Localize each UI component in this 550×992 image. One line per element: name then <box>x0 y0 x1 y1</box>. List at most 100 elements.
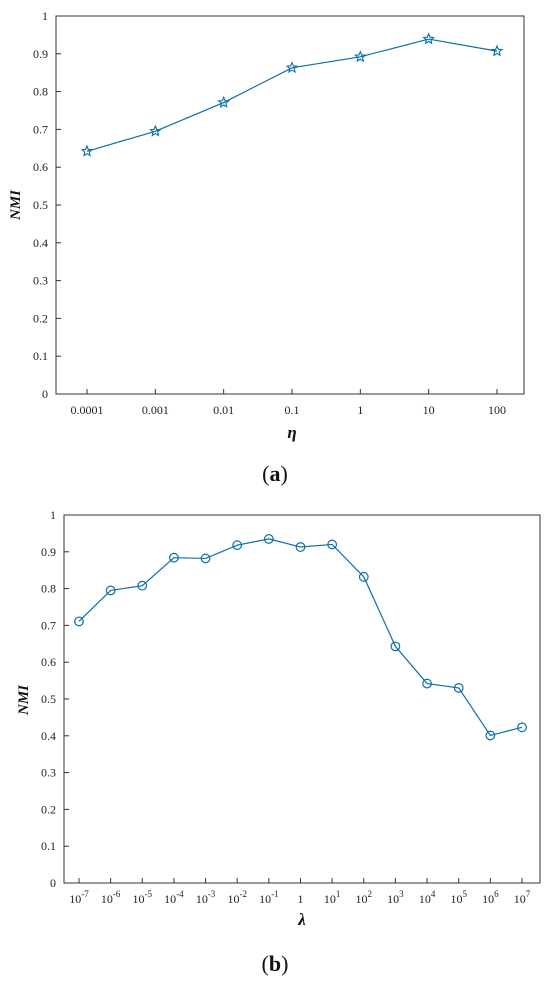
chart-b: 00.10.20.30.40.50.60.70.80.91 10-7 10-6 10… <box>16 508 541 976</box>
x-tick-exponent: 7 <box>526 889 531 899</box>
x-tick-exponent: -7 <box>81 889 89 899</box>
y-axis-a: 0 0.1 0.2 0.3 0.4 0.5 0.6 0.7 0.8 0.9 1 <box>33 9 61 401</box>
x-tick-label: 10-1 <box>259 889 279 906</box>
y-axis-label-a: NMI <box>8 189 24 221</box>
data-point-circle <box>327 539 338 550</box>
x-tick-label: 0.0001 <box>71 403 104 417</box>
y-tick-label: 0.5 <box>33 198 48 212</box>
caption-b-letter: b <box>269 951 281 976</box>
y-tick-label: 0.4 <box>41 729 56 743</box>
y-tick-label: 0.3 <box>33 274 48 288</box>
x-tick-label: 0.01 <box>213 403 234 417</box>
x-tick-label: 0.001 <box>142 403 169 417</box>
data-point-star <box>353 50 367 63</box>
x-tick-label: 101 <box>324 889 341 906</box>
y-axis-label-b: NMI <box>16 684 32 716</box>
series-b <box>74 534 527 741</box>
chart-a: 00.10.20.30.40.50.60.70.80.91 0.0001 0.00… <box>8 9 525 486</box>
data-point-star <box>490 44 504 57</box>
caption-a-close: ) <box>281 461 288 486</box>
y-tick-label: 0.6 <box>41 655 56 669</box>
x-tick-exponent: -6 <box>113 889 121 899</box>
x-tick-exponent: -3 <box>208 889 216 899</box>
x-tick-label: 10 <box>423 403 435 417</box>
data-point-circle <box>263 534 274 544</box>
x-tick-label: 10-4 <box>164 889 184 906</box>
data-point-circle <box>232 540 243 551</box>
x-tick-label: 0.1 <box>285 403 300 417</box>
series-line <box>86 38 498 152</box>
data-point-star <box>285 61 299 74</box>
y-tick-label: 1 <box>42 9 48 23</box>
caption-a-letter: a <box>270 461 281 486</box>
x-tick-label: 103 <box>387 889 404 906</box>
x-tick-base: 10 <box>419 892 431 906</box>
y-tick-label: 0.7 <box>41 618 56 632</box>
x-tick-label: 100 <box>488 403 506 417</box>
x-tick-base: 10 <box>196 892 208 906</box>
y-tick-label: 0.7 <box>33 122 48 136</box>
y-tick-label: 0.9 <box>33 47 48 61</box>
x-tick-exponent: 1 <box>336 889 341 899</box>
x-tick-base: 10 <box>133 892 145 906</box>
data-point-circle <box>517 722 527 733</box>
data-point-star <box>80 144 94 157</box>
x-tick-base: 10 <box>69 892 81 906</box>
y-tick-label: 0.1 <box>33 349 48 363</box>
y-tick-label: 0.3 <box>41 766 56 780</box>
y-tick-label: 0.8 <box>33 85 48 99</box>
x-tick-exponent: -2 <box>239 889 247 899</box>
x-tick-base: 10 <box>101 892 113 906</box>
caption-b-close: ) <box>281 951 288 976</box>
y-tick-label: 1 <box>50 508 56 522</box>
y-tick-label: 0.8 <box>41 582 56 596</box>
series-a <box>80 32 504 157</box>
data-point-circle <box>422 678 432 689</box>
x-tick-exponent: 6 <box>494 889 499 899</box>
x-tick-base: 10 <box>164 892 176 906</box>
x-tick-exponent: 3 <box>399 889 404 899</box>
y-tick-label: 0.6 <box>33 160 48 174</box>
x-tick-label: 10-6 <box>101 889 121 906</box>
x-tick-exponent: 5 <box>462 889 467 899</box>
data-point-circle <box>295 542 306 552</box>
caption-a: (a) <box>262 461 288 486</box>
x-tick-base: 10 <box>514 892 526 906</box>
x-tick-base: 10 <box>324 892 336 906</box>
y-tick-label: 0.2 <box>33 311 48 325</box>
data-point-circle <box>169 552 179 563</box>
y-tick-label: 0.2 <box>41 802 56 816</box>
y-axis-b: 0 0.1 0.2 0.3 0.4 0.5 0.6 0.7 0.8 0.9 1 <box>41 508 69 890</box>
y-tick-label: 0.5 <box>41 692 56 706</box>
y-tick-label: 0.4 <box>33 236 48 250</box>
y-tick-label: 0 <box>50 876 56 890</box>
plot-frame-b <box>63 514 541 884</box>
data-point-circle <box>200 553 211 564</box>
x-tick-base: 10 <box>482 892 494 906</box>
x-axis-label-a: η <box>287 423 296 442</box>
data-point-circle <box>137 580 148 591</box>
x-tick-exponent: -4 <box>176 889 184 899</box>
series-line <box>78 538 523 737</box>
x-tick-base: 10 <box>227 892 239 906</box>
data-point-star <box>148 124 162 137</box>
data-point-circle <box>485 730 496 741</box>
x-tick-exponent: -1 <box>271 889 279 899</box>
x-axis-a: 0.0001 0.001 0.01 0.1 1 10 100 <box>71 389 506 417</box>
caption-a-open: ( <box>262 461 269 486</box>
x-tick-label: 106 <box>482 889 499 906</box>
x-tick-label: 1 <box>298 892 304 906</box>
x-tick-base: 10 <box>356 892 368 906</box>
x-tick-base: 10 <box>259 892 271 906</box>
y-tick-label: 0.1 <box>41 839 56 853</box>
x-tick-exponent: 4 <box>431 889 436 899</box>
x-tick-label: 105 <box>450 889 467 906</box>
y-tick-label: 0.9 <box>41 545 56 559</box>
x-axis-b: 10-7 10-6 10-5 10-4 10-3 10-2 10-1 1 101 102 103 10… <box>69 878 531 906</box>
x-tick-base: 10 <box>387 892 399 906</box>
x-axis-label-b: λ <box>297 910 306 929</box>
x-tick-plain: 1 <box>298 892 304 906</box>
x-tick-label: 10-7 <box>69 889 89 906</box>
x-tick-label: 107 <box>514 889 531 906</box>
